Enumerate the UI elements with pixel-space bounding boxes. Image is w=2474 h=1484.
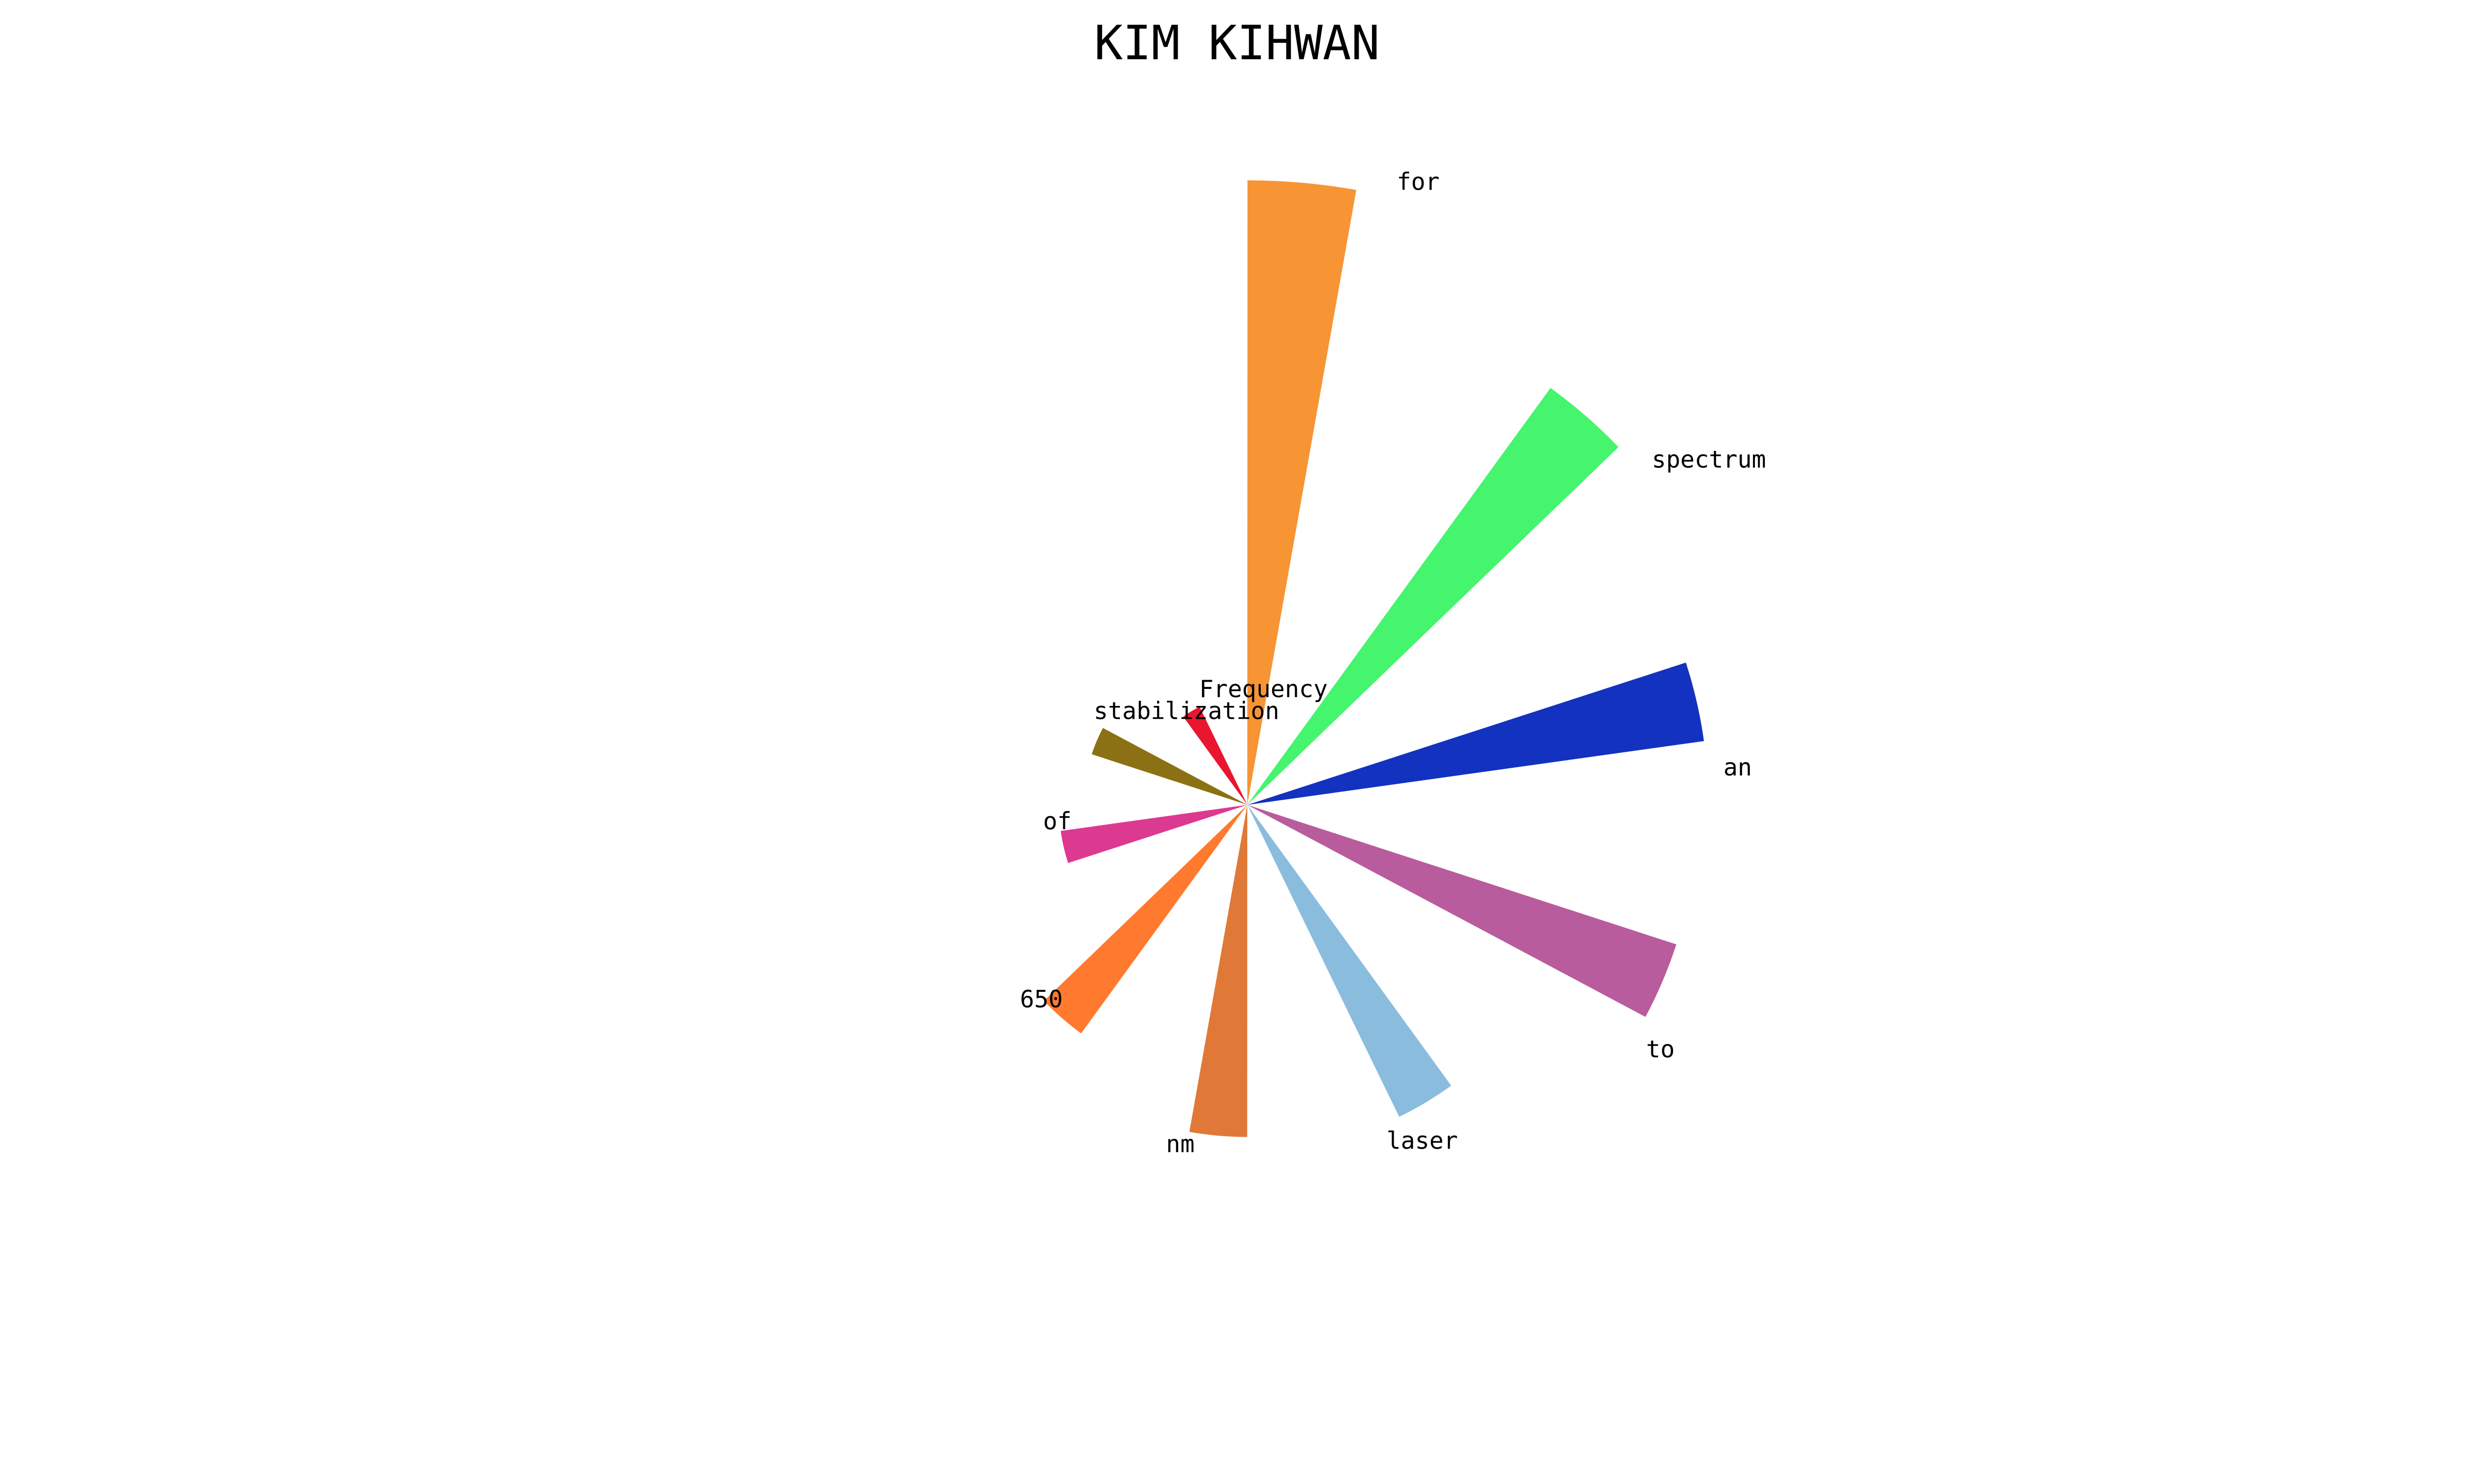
rose-label-stabilization: stabilization	[1094, 697, 1279, 725]
rose-label-frequency: Frequency	[1199, 675, 1328, 703]
rose-slice-for	[1247, 180, 1357, 805]
rose-slice-of	[1060, 805, 1247, 863]
rose-slice-to	[1247, 805, 1677, 1017]
rose-label-nm: nm	[1166, 1130, 1194, 1158]
rose-slice-laser	[1247, 805, 1451, 1117]
rose-label-for: for	[1397, 167, 1440, 195]
rose-slice-stabilization	[1092, 728, 1247, 805]
rose-slice-frequency	[1183, 706, 1247, 805]
rose-slice-650	[1044, 805, 1247, 1034]
rose-label-to: to	[1646, 1035, 1675, 1063]
rose-slices	[1044, 180, 1704, 1137]
rose-label-of: of	[1043, 807, 1072, 835]
rose-label-laser: laser	[1386, 1127, 1458, 1155]
rose-slice-spectrum	[1247, 387, 1619, 805]
rose-label-an: an	[1724, 753, 1752, 781]
rose-slice-an	[1247, 662, 1704, 805]
rose-label-650: 650	[1020, 985, 1063, 1013]
rose-label-spectrum: spectrum	[1652, 445, 1766, 473]
chart-title: KIM KIHWAN	[1094, 15, 1380, 71]
rose-slice-nm	[1189, 805, 1247, 1137]
